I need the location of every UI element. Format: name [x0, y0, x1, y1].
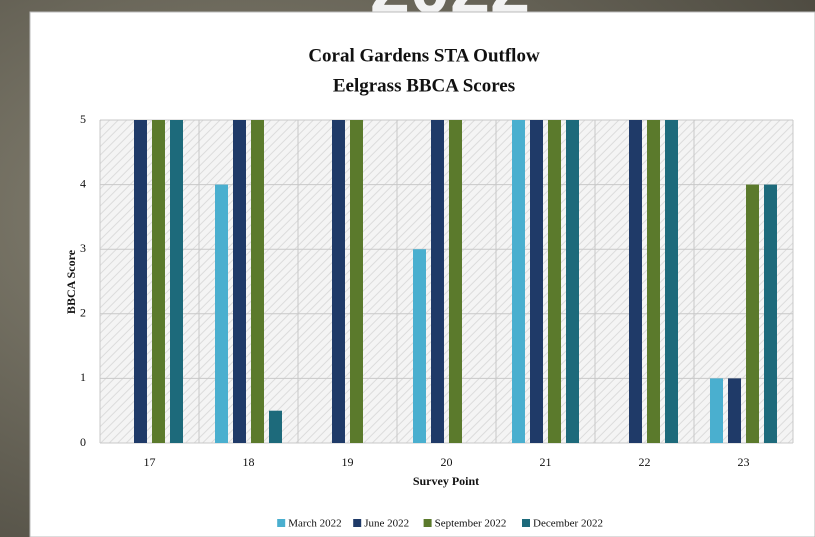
y-tick-label: 2: [80, 306, 86, 320]
bar: [548, 120, 561, 443]
bar: [215, 184, 228, 443]
legend-swatch: [423, 519, 432, 527]
bar: [746, 184, 759, 443]
y-tick-label: 5: [80, 112, 86, 126]
legend-swatch: [277, 519, 286, 527]
legend-label: September 2022: [435, 518, 507, 530]
x-axis-label: Survey Point: [413, 474, 479, 488]
x-tick-label: 20: [441, 455, 453, 469]
bar: [566, 120, 579, 443]
bar: [233, 120, 246, 443]
plot-area: [100, 120, 793, 443]
y-tick-label: 1: [80, 370, 86, 384]
x-tick-label: 19: [342, 455, 354, 469]
bar: [269, 410, 282, 443]
bar: [170, 120, 183, 443]
y-axis-label: BBCA Score: [64, 249, 78, 314]
legend-swatch: [522, 519, 530, 527]
bar: [512, 120, 525, 443]
bar: [647, 120, 660, 443]
x-tick-label: 17: [144, 455, 156, 469]
bar: [449, 120, 462, 443]
legend-label: March 2022: [288, 518, 341, 530]
bar: [350, 120, 363, 443]
bar: [332, 120, 345, 443]
bar: [728, 378, 741, 443]
bar: [530, 120, 543, 443]
legend-label: December 2022: [533, 518, 603, 530]
bar: [710, 378, 723, 443]
bar: [152, 120, 165, 443]
x-tick-label: 22: [639, 455, 651, 469]
bar: [665, 120, 678, 443]
bar: [413, 249, 426, 443]
bar: [764, 184, 777, 443]
x-tick-label: 18: [243, 455, 255, 469]
bar: [431, 120, 444, 443]
legend-swatch: [353, 519, 362, 527]
bar: [629, 120, 642, 443]
y-tick-label: 0: [80, 435, 86, 449]
legend-label: June 2022: [364, 518, 409, 530]
chart-title: Coral Gardens STA Outflow: [308, 45, 540, 66]
x-tick-label: 23: [738, 455, 750, 469]
y-tick-label: 4: [80, 176, 86, 190]
y-tick-label: 3: [80, 241, 86, 255]
x-tick-label: 21: [540, 455, 552, 469]
chart-title: Eelgrass BBCA Scores: [333, 75, 515, 96]
bar: [251, 120, 264, 443]
bar: [134, 120, 147, 443]
